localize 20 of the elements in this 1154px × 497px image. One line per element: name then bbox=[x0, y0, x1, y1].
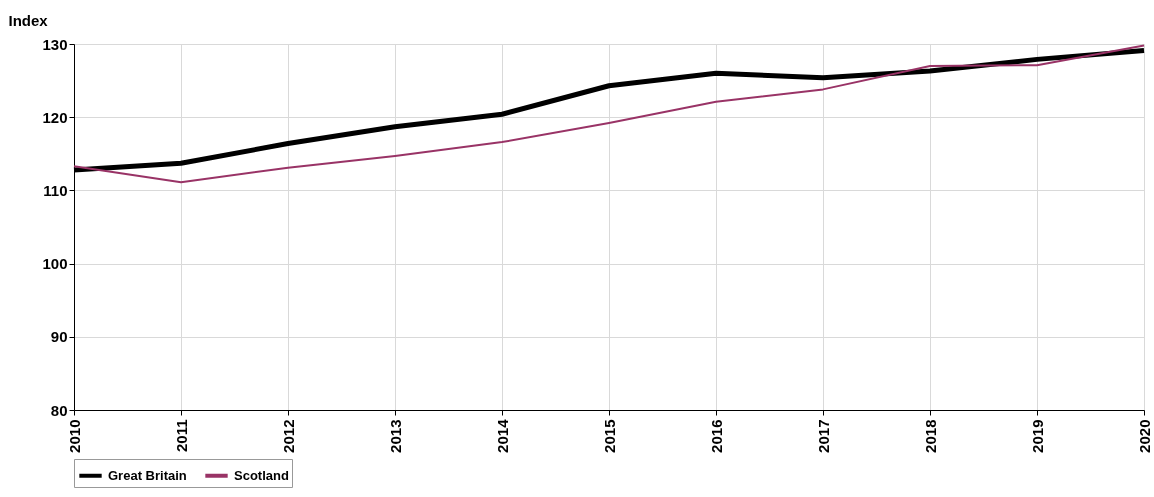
legend-label: Scotland bbox=[234, 467, 289, 483]
y-tick-label: 120 bbox=[42, 108, 68, 126]
x-tick-label: 2010 bbox=[65, 419, 83, 453]
x-tick-label: 2013 bbox=[386, 419, 404, 453]
x-tick-label: 2011 bbox=[172, 419, 190, 453]
legend-label: Great Britain bbox=[108, 467, 187, 483]
y-tick-label: 110 bbox=[43, 181, 68, 199]
y-tick-label: 80 bbox=[50, 401, 68, 419]
y-axis-title: Index bbox=[8, 11, 49, 29]
x-tick-label: 2017 bbox=[814, 419, 832, 453]
x-tick-label: 2016 bbox=[707, 419, 725, 453]
x-tick-label: 2014 bbox=[493, 418, 511, 453]
x-tick-label: 2015 bbox=[600, 419, 618, 453]
x-tick-label: 2020 bbox=[1135, 419, 1153, 453]
y-tick-label: 100 bbox=[42, 255, 68, 273]
y-tick-label: 130 bbox=[42, 35, 68, 53]
x-tick-label: 2012 bbox=[279, 419, 297, 453]
y-tick-label: 90 bbox=[50, 328, 68, 346]
x-tick-label: 2019 bbox=[1028, 419, 1046, 453]
x-tick-label: 2018 bbox=[921, 419, 939, 453]
